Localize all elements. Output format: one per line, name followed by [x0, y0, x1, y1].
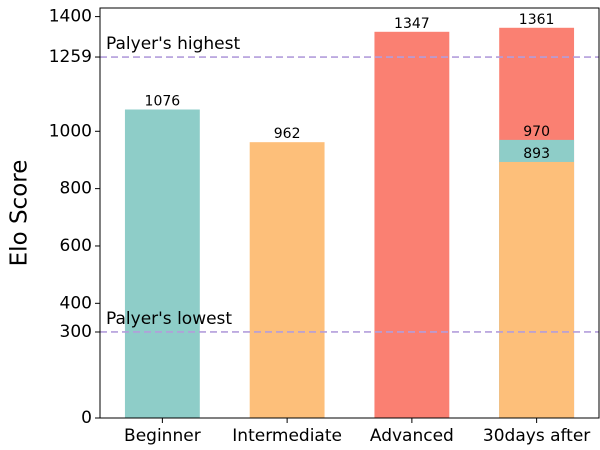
x-tick-label: Advanced — [370, 426, 454, 446]
value-label: 893 — [523, 146, 550, 162]
bar — [124, 109, 200, 418]
value-label: 1076 — [145, 93, 181, 109]
y-tick-label: 400 — [60, 293, 92, 313]
plot-frame — [99, 7, 600, 419]
y-axis-label: Elo Score — [7, 160, 33, 267]
y-tick-label: 800 — [60, 179, 92, 199]
value-label: 962 — [274, 126, 301, 142]
x-tick-label: 30days after — [483, 426, 590, 446]
bar — [499, 161, 575, 419]
bar — [374, 31, 450, 418]
x-tick-label: Beginner — [124, 426, 201, 446]
reference-label: Palyer's lowest — [106, 309, 232, 329]
y-tick-label: 1400 — [49, 7, 92, 27]
y-tick-label: 1000 — [49, 121, 92, 141]
y-tick-label: 1259 — [49, 47, 92, 67]
value-label: 970 — [523, 124, 550, 140]
x-tick-label: Intermediate — [232, 426, 342, 446]
reference-label: Palyer's highest — [106, 34, 240, 54]
y-tick-label: 300 — [60, 322, 92, 342]
value-label: 1361 — [519, 12, 555, 28]
y-tick-label: 600 — [60, 236, 92, 256]
bar — [249, 142, 325, 418]
y-tick-label: 0 — [81, 408, 92, 428]
value-label: 1347 — [394, 16, 430, 32]
